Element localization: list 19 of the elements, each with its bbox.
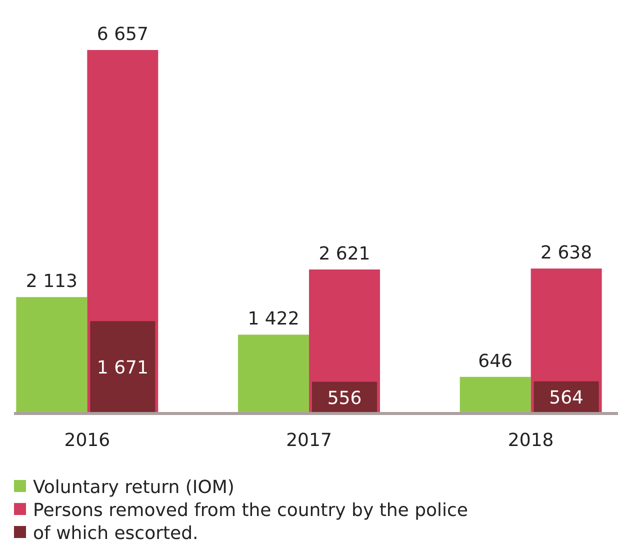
legend-label: Persons removed from the country by the police bbox=[33, 500, 468, 521]
x-tick-label: 2017 bbox=[286, 430, 332, 451]
bar bbox=[90, 321, 156, 412]
data-label: 2 621 bbox=[318, 243, 370, 264]
x-tick-label: 2016 bbox=[64, 430, 110, 451]
data-label: 556 bbox=[327, 388, 362, 409]
bar bbox=[16, 297, 88, 412]
data-label: 2 638 bbox=[540, 242, 592, 264]
bar bbox=[238, 334, 309, 412]
data-label: 564 bbox=[549, 388, 584, 409]
x-tick-label: 2018 bbox=[508, 430, 554, 451]
legend-label: Voluntary return (IOM) bbox=[33, 477, 234, 498]
bar bbox=[460, 376, 531, 412]
data-label: 1 422 bbox=[248, 308, 300, 330]
data-label: 646 bbox=[478, 350, 513, 372]
data-label: 1 671 bbox=[96, 358, 148, 379]
legend-label: of which escorted. bbox=[33, 523, 198, 542]
data-label: 2 113 bbox=[26, 271, 78, 292]
data-label: 6 657 bbox=[96, 24, 148, 45]
